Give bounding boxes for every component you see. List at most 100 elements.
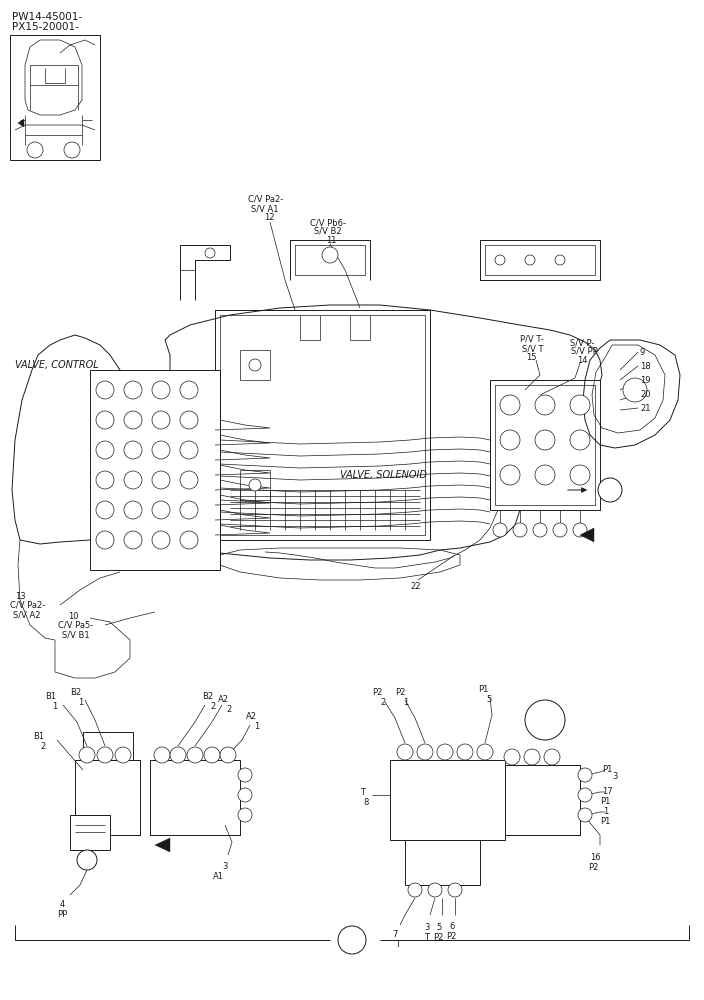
Text: P/V T-: P/V T- xyxy=(520,335,543,344)
Text: 1: 1 xyxy=(403,698,408,707)
Circle shape xyxy=(249,359,261,371)
Circle shape xyxy=(152,531,170,549)
Circle shape xyxy=(187,747,203,763)
Text: 8: 8 xyxy=(363,798,368,807)
Circle shape xyxy=(495,255,505,265)
Circle shape xyxy=(428,883,442,897)
Text: C/V Pa2-: C/V Pa2- xyxy=(10,601,45,610)
Circle shape xyxy=(525,700,565,740)
Circle shape xyxy=(417,744,433,760)
Circle shape xyxy=(124,531,142,549)
Polygon shape xyxy=(580,528,594,542)
Text: 7: 7 xyxy=(392,930,397,939)
Text: P2: P2 xyxy=(588,863,598,872)
Circle shape xyxy=(180,471,198,489)
Bar xyxy=(83,732,133,760)
Bar xyxy=(150,760,240,835)
Text: 10: 10 xyxy=(68,612,79,621)
Circle shape xyxy=(154,747,170,763)
Circle shape xyxy=(180,501,198,519)
Text: P2: P2 xyxy=(433,933,444,942)
Circle shape xyxy=(220,747,236,763)
Text: A2: A2 xyxy=(218,695,229,704)
Circle shape xyxy=(238,808,252,822)
Text: 1: 1 xyxy=(254,722,259,731)
Bar xyxy=(70,815,110,850)
Text: B1: B1 xyxy=(33,732,44,741)
Text: S/V B1: S/V B1 xyxy=(62,630,89,639)
Circle shape xyxy=(500,395,520,415)
Circle shape xyxy=(115,747,131,763)
Circle shape xyxy=(96,381,114,399)
Text: B2: B2 xyxy=(70,688,81,697)
Text: A: A xyxy=(348,935,356,945)
Circle shape xyxy=(96,411,114,429)
Text: S/V A1: S/V A1 xyxy=(251,204,279,213)
Text: 18: 18 xyxy=(640,362,650,371)
Text: 13: 13 xyxy=(15,592,25,601)
Circle shape xyxy=(204,747,220,763)
Circle shape xyxy=(535,465,555,485)
Circle shape xyxy=(152,381,170,399)
Text: A1: A1 xyxy=(213,872,224,881)
Text: C/V Pb6-: C/V Pb6- xyxy=(310,218,346,227)
Circle shape xyxy=(180,381,198,399)
Circle shape xyxy=(152,471,170,489)
Text: 12: 12 xyxy=(264,213,275,222)
Text: B1: B1 xyxy=(45,692,56,701)
Circle shape xyxy=(598,478,622,502)
Circle shape xyxy=(544,749,560,765)
Text: P1: P1 xyxy=(600,797,610,806)
Text: 14: 14 xyxy=(577,356,588,365)
Circle shape xyxy=(238,788,252,802)
Circle shape xyxy=(504,749,520,765)
Text: 3: 3 xyxy=(222,862,227,871)
Bar xyxy=(390,760,505,840)
Text: S/V T: S/V T xyxy=(522,344,543,353)
Text: C/V Pa2-: C/V Pa2- xyxy=(248,195,283,204)
Text: 3: 3 xyxy=(612,772,617,781)
Text: 5: 5 xyxy=(436,923,441,932)
Polygon shape xyxy=(18,119,24,127)
Text: 15: 15 xyxy=(526,353,536,362)
Text: 1: 1 xyxy=(603,807,608,816)
Text: P1: P1 xyxy=(478,685,489,694)
Text: 22: 22 xyxy=(410,582,420,591)
Circle shape xyxy=(64,142,80,158)
Circle shape xyxy=(322,247,338,263)
Bar xyxy=(505,765,580,835)
Circle shape xyxy=(97,747,113,763)
Text: 9: 9 xyxy=(640,348,646,357)
Text: 6: 6 xyxy=(449,922,454,931)
Circle shape xyxy=(525,255,535,265)
Circle shape xyxy=(124,501,142,519)
Circle shape xyxy=(535,395,555,415)
Circle shape xyxy=(578,808,592,822)
Circle shape xyxy=(96,441,114,459)
Circle shape xyxy=(535,430,555,450)
Text: T: T xyxy=(360,788,365,797)
Circle shape xyxy=(477,744,493,760)
Text: 5: 5 xyxy=(486,695,491,704)
Circle shape xyxy=(249,479,261,491)
Bar xyxy=(490,380,600,510)
Bar xyxy=(405,840,480,885)
Text: 16: 16 xyxy=(590,853,601,862)
Text: 2: 2 xyxy=(40,742,45,751)
Circle shape xyxy=(493,523,507,537)
Text: S/V PP: S/V PP xyxy=(571,347,598,356)
Circle shape xyxy=(500,465,520,485)
Text: VALVE, CONTROL: VALVE, CONTROL xyxy=(15,360,99,370)
Text: 2: 2 xyxy=(380,698,385,707)
Circle shape xyxy=(448,883,462,897)
Text: 20: 20 xyxy=(640,390,650,399)
Text: PP: PP xyxy=(57,910,68,919)
Circle shape xyxy=(397,744,413,760)
Circle shape xyxy=(79,747,95,763)
Text: T: T xyxy=(424,933,429,942)
Circle shape xyxy=(570,430,590,450)
Text: B2: B2 xyxy=(202,692,213,701)
Circle shape xyxy=(124,471,142,489)
Text: 2: 2 xyxy=(226,705,231,714)
Circle shape xyxy=(553,523,567,537)
